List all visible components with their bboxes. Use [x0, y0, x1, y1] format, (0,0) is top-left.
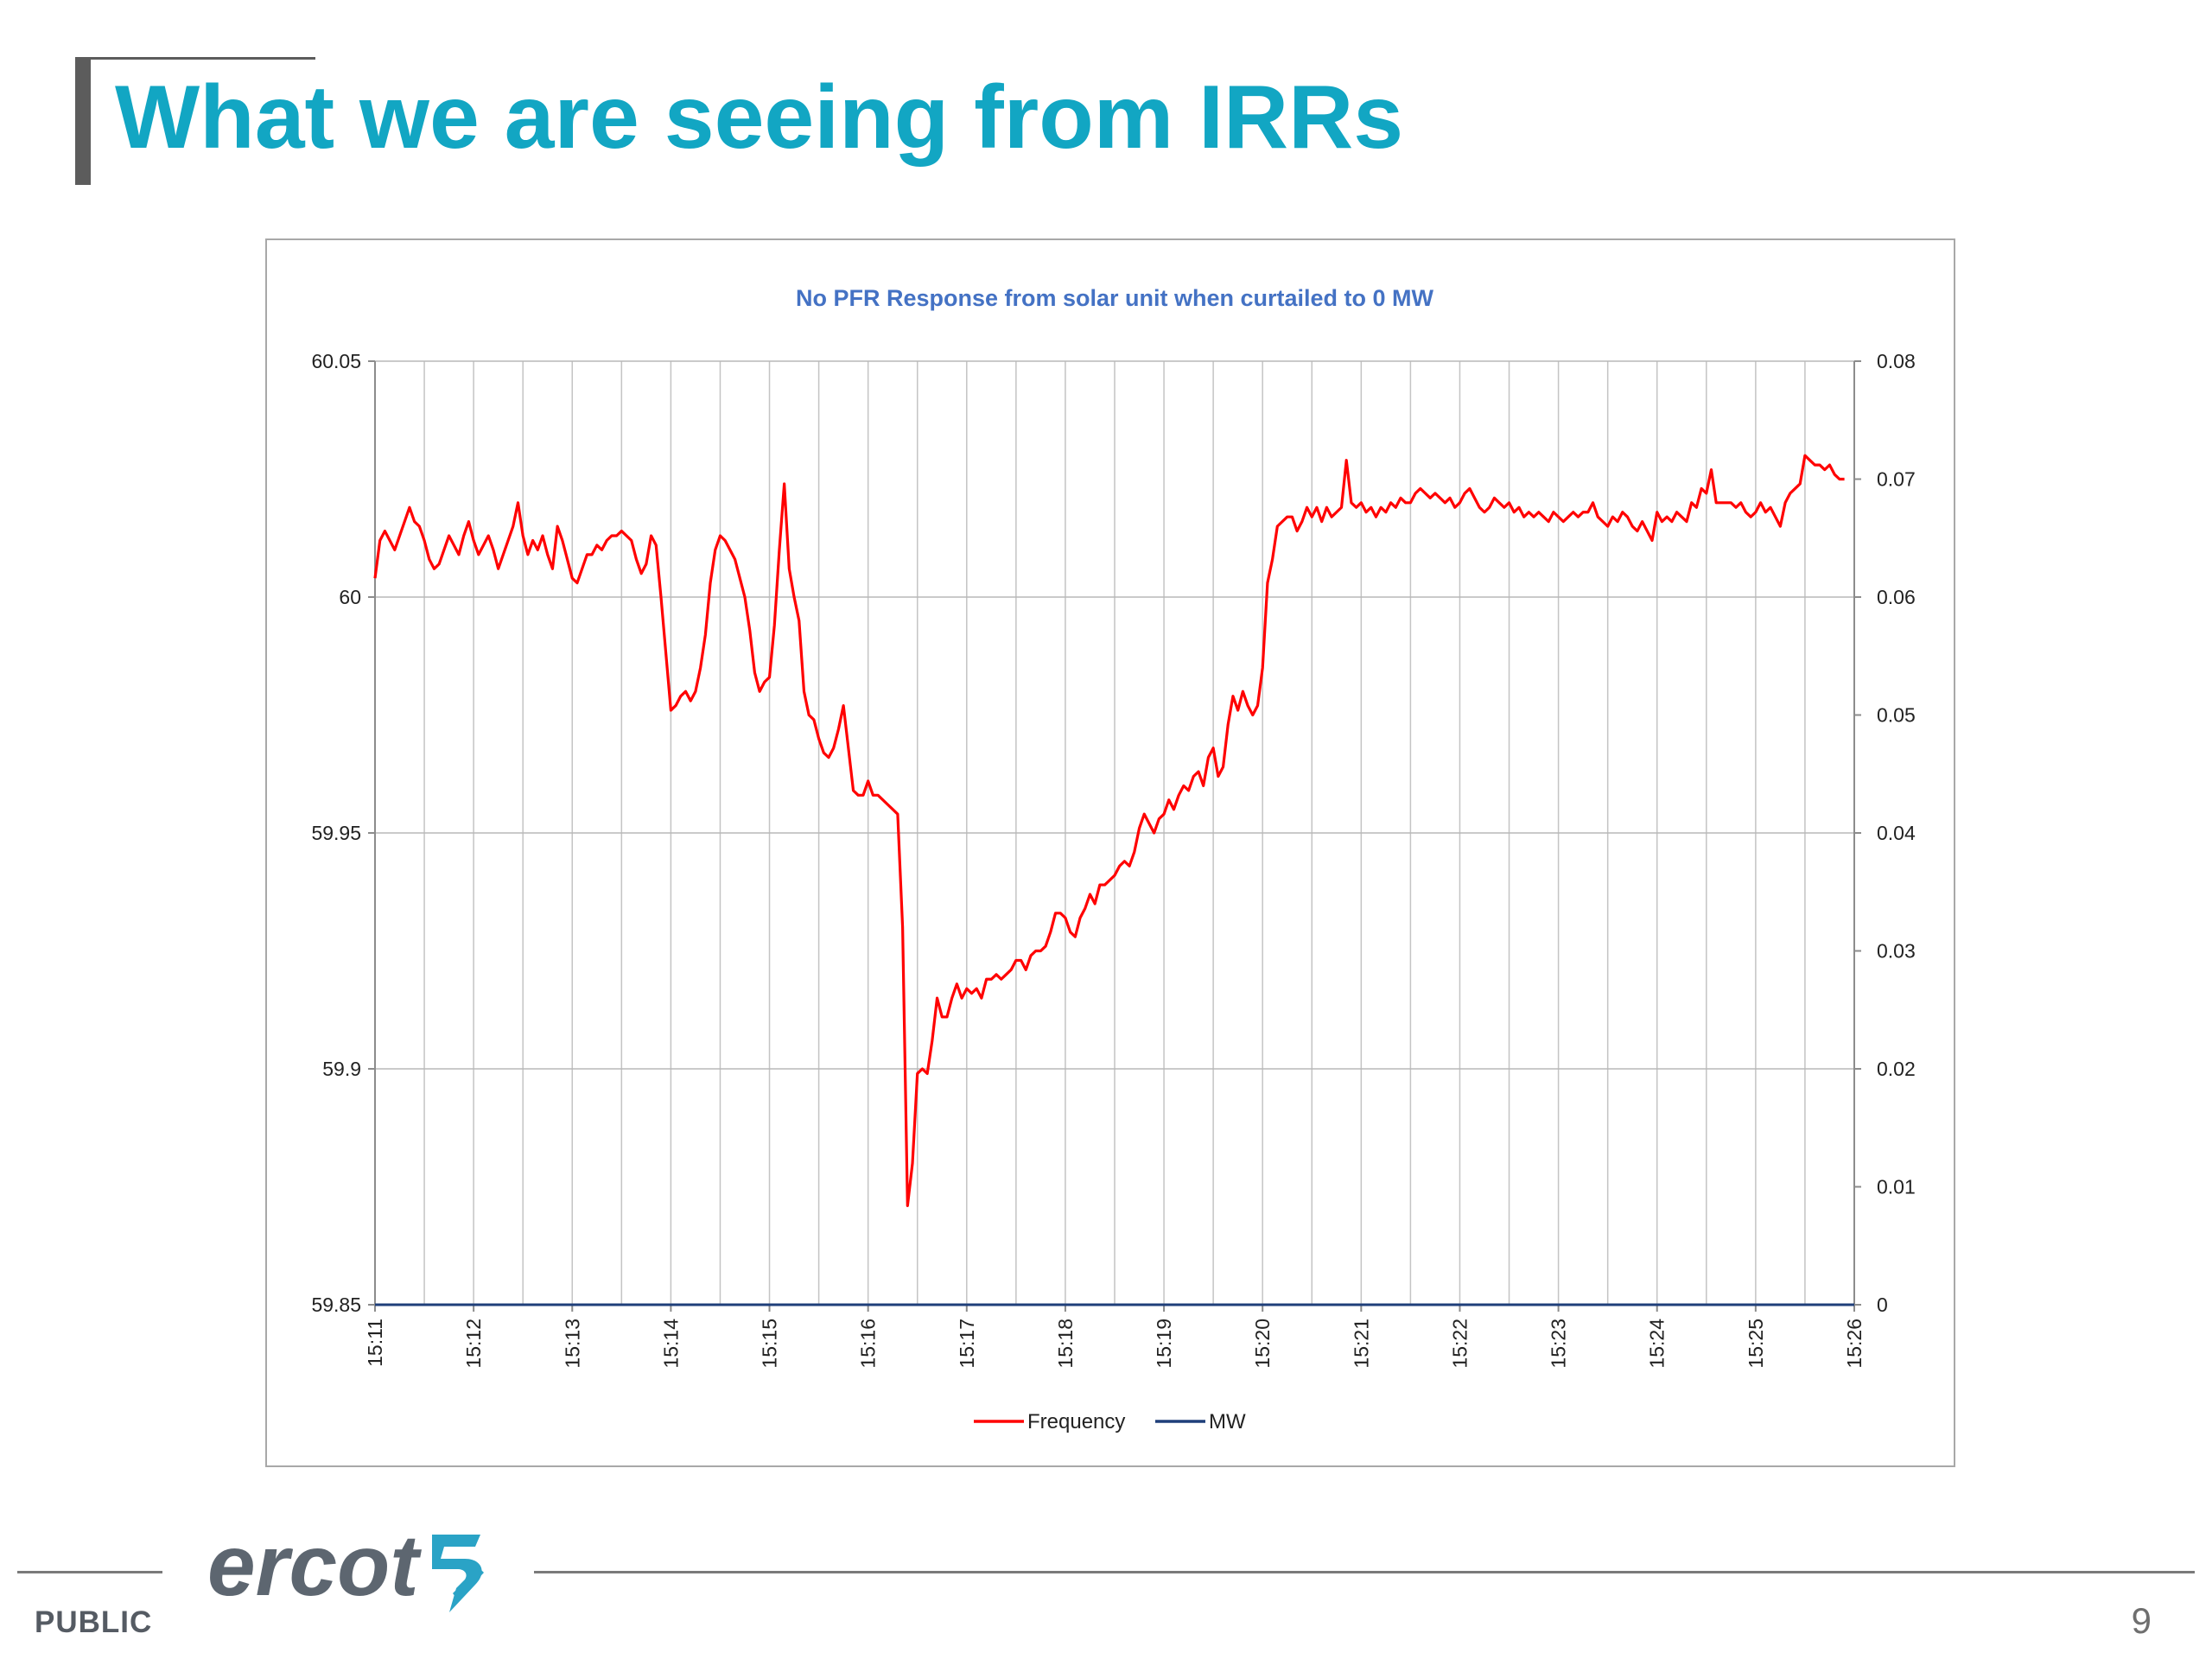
x-tick-label: 15:16 [857, 1319, 880, 1369]
x-tick-label: 15:20 [1251, 1319, 1274, 1369]
x-tick-label: 15:24 [1646, 1319, 1669, 1369]
logo-mark-stroke-icon [453, 1567, 484, 1600]
y-right-tick-label: 0.04 [1877, 822, 1916, 844]
y-right-tick-label: 0.05 [1877, 704, 1916, 727]
title-accent-bar [75, 57, 91, 185]
legend-label-mw: MW [1209, 1410, 1246, 1433]
slide-title: What we are seeing from IRRs [115, 67, 1404, 168]
y-left-tick-label: 59.9 [322, 1058, 361, 1080]
logo-wordmark: ercot [207, 1517, 422, 1614]
x-tick-label: 15:23 [1548, 1319, 1570, 1369]
x-tick-label: 15:12 [462, 1319, 485, 1369]
y-left-tick-label: 60 [339, 586, 361, 608]
x-tick-label: 15:11 [364, 1319, 386, 1367]
y-right-tick-label: 0.08 [1877, 350, 1916, 372]
x-tick-label: 15:17 [956, 1319, 978, 1369]
chart-frame: No PFR Response from solar unit when cur… [265, 238, 1955, 1467]
footer-rule-right [534, 1571, 2195, 1573]
x-tick-label: 15:14 [659, 1319, 682, 1369]
x-tick-label: 15:13 [561, 1319, 583, 1369]
x-tick-label: 15:25 [1745, 1319, 1767, 1369]
y-right-tick-label: 0.02 [1877, 1058, 1916, 1080]
y-right-tick-label: 0.03 [1877, 940, 1916, 963]
y-left-tick-label: 60.05 [311, 350, 361, 372]
x-tick-label: 15:26 [1843, 1319, 1866, 1369]
x-tick-label: 15:22 [1448, 1319, 1471, 1369]
legend-label-frequency: Frequency [1027, 1410, 1125, 1433]
y-right-tick-label: 0.06 [1877, 586, 1916, 608]
x-tick-label: 15:19 [1153, 1319, 1175, 1369]
classification-label: PUBLIC [35, 1605, 153, 1639]
y-left-tick-label: 59.95 [311, 822, 361, 844]
ercot-logo: ercot [207, 1517, 484, 1614]
x-tick-label: 15:21 [1350, 1319, 1372, 1369]
series-line-frequency [373, 454, 1845, 1207]
page-number: 9 [2131, 1600, 2152, 1641]
title-accent-rule [75, 57, 315, 60]
y-right-tick-label: 0 [1877, 1294, 1888, 1316]
x-tick-label: 15:15 [759, 1319, 781, 1369]
y-right-tick-label: 0.01 [1877, 1176, 1916, 1198]
line-chart: No PFR Response from solar unit when cur… [311, 285, 1916, 1433]
footer-rule-left [17, 1571, 162, 1573]
y-left-tick-label: 59.85 [311, 1294, 361, 1316]
chart-title: No PFR Response from solar unit when cur… [796, 285, 1434, 311]
x-tick-label: 15:18 [1054, 1319, 1077, 1369]
y-right-tick-label: 0.07 [1877, 468, 1916, 491]
